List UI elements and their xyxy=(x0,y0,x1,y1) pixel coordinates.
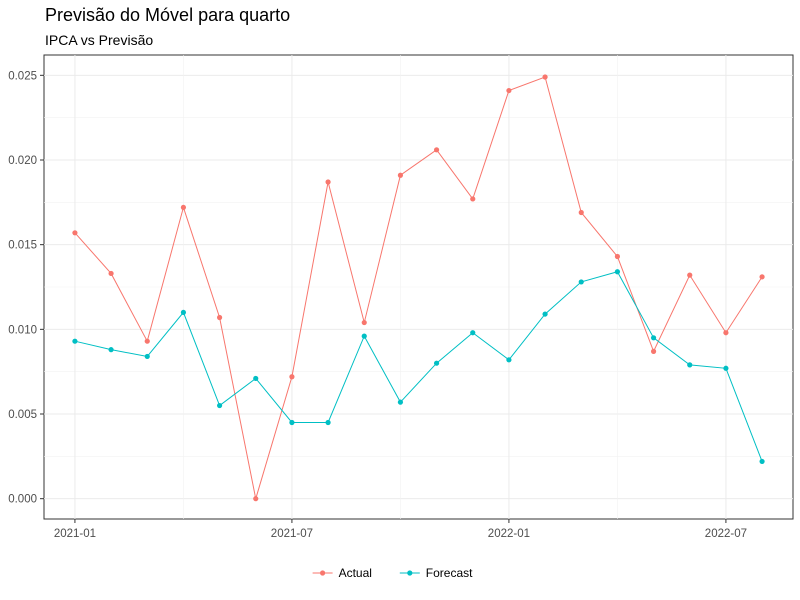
chart-subtitle: IPCA vs Previsão xyxy=(45,32,154,48)
forecast-point xyxy=(361,333,367,339)
actual-point xyxy=(216,314,223,321)
actual-point xyxy=(542,74,548,80)
actual-point xyxy=(506,87,512,94)
forecast-point xyxy=(687,362,693,368)
x-tick-label: 2021-01 xyxy=(54,528,96,540)
actual-point xyxy=(180,204,187,211)
legend-label-actual: Actual xyxy=(339,566,372,580)
actual-point xyxy=(433,147,440,153)
forecast-point xyxy=(397,399,404,405)
x-tick-label: 2022-07 xyxy=(705,528,747,540)
forecast-point xyxy=(433,360,440,366)
forecast-point xyxy=(614,269,621,275)
actual-point xyxy=(470,196,476,202)
forecast-point xyxy=(216,402,223,409)
legend-key-point-forecast xyxy=(407,570,413,576)
forecast-point xyxy=(72,338,78,344)
actual-point xyxy=(723,330,729,336)
forecast-point xyxy=(578,279,584,285)
forecast-point xyxy=(108,347,114,353)
y-tick-label: 0.015 xyxy=(8,240,37,252)
actual-point xyxy=(144,338,150,344)
y-tick-label: 0.010 xyxy=(8,324,37,336)
y-tick-label: 0.020 xyxy=(8,155,37,167)
forecast-line xyxy=(74,271,763,462)
forecast-point xyxy=(723,365,729,371)
actual-point xyxy=(614,253,621,260)
axes: 0.000 0.005 0.010 0.015 0.020 0.025 2021-01 202… xyxy=(8,70,747,540)
y-tick-label: 0.000 xyxy=(8,494,37,506)
chart-title: Previsão do Móvel para quarto xyxy=(45,5,291,25)
y-tick-label: 0.005 xyxy=(8,409,37,421)
forecast-point xyxy=(506,357,512,363)
actual-point xyxy=(397,172,404,178)
actual-point xyxy=(759,274,765,280)
actual-point xyxy=(253,496,259,502)
actual-point xyxy=(578,209,584,216)
legend-key-point-actual xyxy=(320,570,326,576)
forecast-point xyxy=(759,458,765,465)
x-tick-label: 2022-01 xyxy=(488,528,530,540)
legend: Actual Forecast xyxy=(312,566,473,580)
actual-point xyxy=(108,270,114,277)
y-tick-label: 0.025 xyxy=(8,70,37,82)
forecast-point xyxy=(470,330,476,336)
forecast-point xyxy=(253,375,259,382)
forecast-point xyxy=(325,419,331,426)
forecast-point xyxy=(650,335,657,341)
series-layer xyxy=(72,74,765,502)
x-tick-label: 2021-07 xyxy=(271,528,313,540)
actual-point xyxy=(361,319,367,326)
actual-point xyxy=(289,374,295,380)
legend-label-forecast: Forecast xyxy=(426,566,473,580)
forecast-point xyxy=(144,353,150,360)
actual-point xyxy=(325,179,331,185)
gridlines xyxy=(44,55,793,519)
actual-point xyxy=(687,272,693,278)
forecast-point xyxy=(289,419,295,426)
actual-point xyxy=(650,348,657,354)
actual-line xyxy=(74,76,763,499)
actual-point xyxy=(72,230,78,236)
forecast-point xyxy=(180,309,187,316)
forecast-point xyxy=(542,311,548,317)
